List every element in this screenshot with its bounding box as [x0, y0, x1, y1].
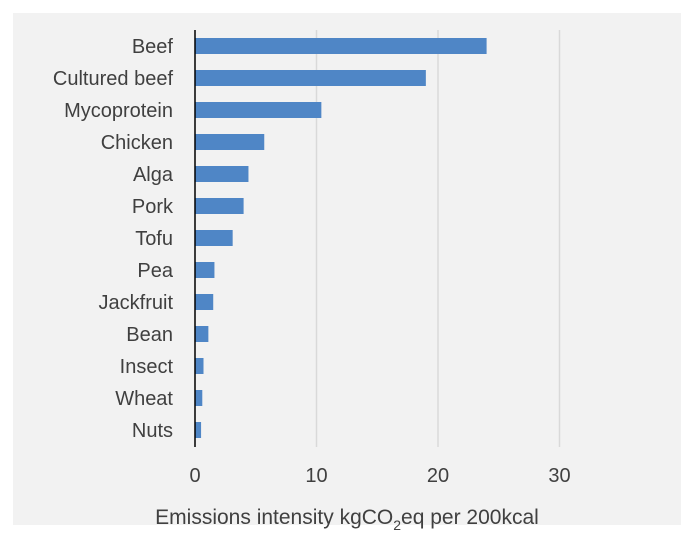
gridlines	[315, 30, 561, 447]
x-axis-title-suffix: eq per 200kcal	[401, 506, 539, 529]
bar-alga	[195, 166, 249, 182]
x-axis-title-prefix: Emissions intensity kgCO	[155, 506, 393, 529]
category-label-insect: Insect	[120, 356, 174, 378]
x-axis-title: Emissions intensity kgCO2eq per 200kcal	[155, 506, 539, 533]
category-label-pea: Pea	[137, 260, 173, 282]
x-tick-label-0: 0	[189, 465, 200, 487]
bar-mycoprotein	[195, 102, 322, 118]
bar-beef	[195, 38, 487, 54]
bar-wheat	[195, 390, 203, 406]
bar-tofu	[195, 230, 233, 246]
bar-pea	[195, 262, 215, 278]
bar-bean	[195, 326, 209, 342]
category-label-alga: Alga	[133, 164, 174, 186]
category-label-cultured-beef: Cultured beef	[53, 68, 174, 90]
category-label-wheat: Wheat	[115, 388, 173, 410]
x-tick-label-30: 30	[548, 465, 570, 487]
x-tick-label-10: 10	[305, 465, 327, 487]
category-label-pork: Pork	[132, 196, 174, 218]
bar-chicken	[195, 134, 265, 150]
bar-insect	[195, 358, 204, 374]
bars	[195, 38, 487, 438]
category-label-bean: Bean	[126, 324, 173, 346]
category-labels: Beef Cultured beef Mycoprotein Chicken Alga P…	[53, 36, 174, 442]
category-label-mycoprotein: Mycoprotein	[64, 100, 173, 122]
bar-jackfruit	[195, 294, 214, 310]
x-tick-labels: 0 10 20 30	[189, 465, 570, 487]
x-axis-title-subscript: 2	[393, 517, 401, 533]
category-label-nuts: Nuts	[132, 420, 173, 442]
x-tick-label-20: 20	[427, 465, 449, 487]
bar-pork	[195, 198, 244, 214]
chart-panel	[13, 13, 681, 525]
category-label-beef: Beef	[132, 36, 174, 58]
bar-nuts	[195, 422, 202, 438]
bar-cultured-beef	[195, 70, 426, 86]
category-label-chicken: Chicken	[101, 132, 173, 154]
category-label-tofu: Tofu	[135, 228, 173, 250]
category-label-jackfruit: Jackfruit	[99, 292, 174, 314]
